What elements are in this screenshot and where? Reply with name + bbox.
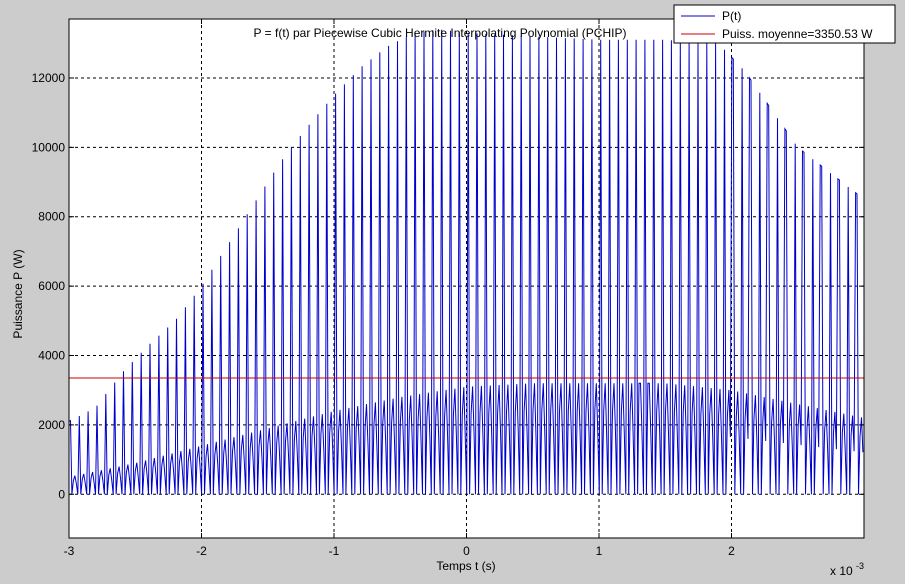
legend-label-pt: P(t) xyxy=(722,9,741,23)
legend-box xyxy=(673,4,896,44)
series-layer xyxy=(68,29,864,495)
y-tick-label: 8000 xyxy=(38,210,65,224)
y-axis-label: Puissance P (W) xyxy=(11,249,25,338)
x-tick-label: -1 xyxy=(329,544,340,558)
x-axis-multiplier-exponent: -3 xyxy=(856,561,864,571)
x-tick-label: 0 xyxy=(463,544,470,558)
y-tick-label: 0 xyxy=(58,487,65,501)
y-tick-label: 6000 xyxy=(38,279,65,293)
y-tick-label: 2000 xyxy=(38,418,65,432)
x-axis-multiplier: x 10 -3 xyxy=(830,561,864,578)
legend: P(t) Puiss. moyenne=3350.53 W xyxy=(673,4,896,44)
x-tick-label: -2 xyxy=(196,544,207,558)
y-tick-label: 10000 xyxy=(32,140,66,154)
y-tick-label: 4000 xyxy=(38,349,65,363)
x-tick-label: 1 xyxy=(596,544,603,558)
axis-ticks: -3 -2 -1 0 1 2 0 2000 4000 6000 8000 10000 12000 xyxy=(32,19,864,558)
y-tick-label: 12000 xyxy=(32,71,66,85)
legend-label-mean: Puiss. moyenne=3350.53 W xyxy=(722,27,873,41)
x-tick-label: 2 xyxy=(728,544,735,558)
series-pt-line xyxy=(68,29,864,495)
x-tick-label: -3 xyxy=(64,544,75,558)
x-axis-label: Temps t (s) xyxy=(436,559,495,573)
x-axis-multiplier-base: x 10 xyxy=(830,564,853,578)
chart-title: P = f(t) par Piecewise Cubic Hermite Int… xyxy=(254,26,627,40)
